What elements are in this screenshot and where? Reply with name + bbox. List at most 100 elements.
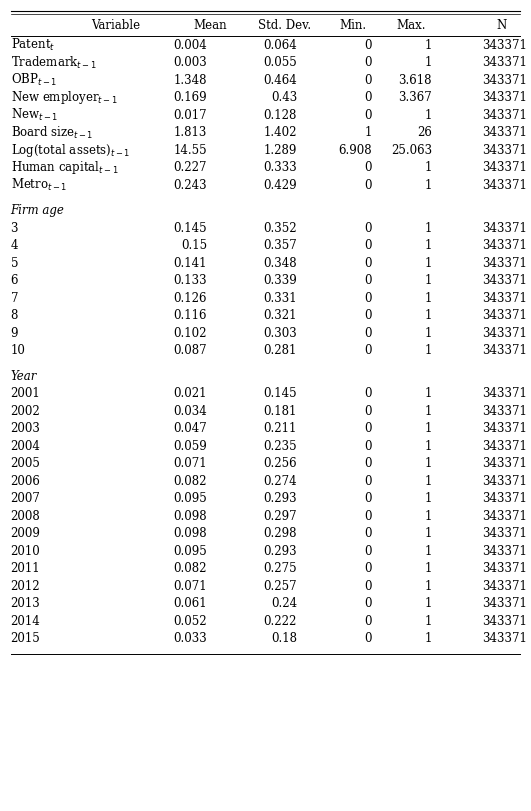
Text: 0.293: 0.293 xyxy=(263,544,297,557)
Text: 0.133: 0.133 xyxy=(174,274,207,287)
Text: 343371: 343371 xyxy=(482,422,527,435)
Text: 1: 1 xyxy=(425,474,432,487)
Text: 1: 1 xyxy=(425,109,432,122)
Text: 1: 1 xyxy=(425,344,432,357)
Text: 343371: 343371 xyxy=(482,387,527,400)
Text: 26: 26 xyxy=(417,126,432,139)
Text: 10: 10 xyxy=(11,344,25,357)
Text: 0.357: 0.357 xyxy=(263,239,297,252)
Text: 0: 0 xyxy=(364,440,372,453)
Text: 2014: 2014 xyxy=(11,614,40,627)
Text: 0: 0 xyxy=(364,309,372,322)
Text: 0.257: 0.257 xyxy=(263,579,297,592)
Text: 1: 1 xyxy=(425,309,432,322)
Text: 1: 1 xyxy=(425,632,432,645)
Text: 0.15: 0.15 xyxy=(181,239,207,252)
Text: 343371: 343371 xyxy=(482,561,527,574)
Text: 0.256: 0.256 xyxy=(263,457,297,470)
Text: 2009: 2009 xyxy=(11,526,40,539)
Text: 0.061: 0.061 xyxy=(174,597,207,610)
Text: 0: 0 xyxy=(364,291,372,304)
Text: 343371: 343371 xyxy=(482,404,527,417)
Text: 0.102: 0.102 xyxy=(174,326,207,339)
Text: 2011: 2011 xyxy=(11,561,40,574)
Text: 0: 0 xyxy=(364,422,372,435)
Text: 0: 0 xyxy=(364,474,372,487)
Text: 0.003: 0.003 xyxy=(173,56,207,69)
Text: 0.021: 0.021 xyxy=(174,387,207,400)
Text: 0.059: 0.059 xyxy=(173,440,207,453)
Text: 0: 0 xyxy=(364,274,372,287)
Text: 0.235: 0.235 xyxy=(263,440,297,453)
Text: Human capital$_{t-1}$: Human capital$_{t-1}$ xyxy=(11,159,118,176)
Text: 343371: 343371 xyxy=(482,91,527,104)
Text: 0.331: 0.331 xyxy=(263,291,297,304)
Text: 2012: 2012 xyxy=(11,579,40,592)
Text: 0.18: 0.18 xyxy=(271,632,297,645)
Text: 2001: 2001 xyxy=(11,387,40,400)
Text: 5: 5 xyxy=(11,256,18,269)
Text: 0.348: 0.348 xyxy=(263,256,297,269)
Text: 343371: 343371 xyxy=(482,544,527,557)
Text: 1: 1 xyxy=(425,579,432,592)
Text: 1: 1 xyxy=(425,39,432,52)
Text: 0: 0 xyxy=(364,56,372,69)
Text: Firm age: Firm age xyxy=(11,204,64,217)
Text: 1: 1 xyxy=(425,256,432,269)
Text: 3.367: 3.367 xyxy=(398,91,432,104)
Text: 2007: 2007 xyxy=(11,491,40,504)
Text: 0.352: 0.352 xyxy=(263,221,297,234)
Text: 0.047: 0.047 xyxy=(173,422,207,435)
Text: 1: 1 xyxy=(425,274,432,287)
Text: 1: 1 xyxy=(425,614,432,627)
Text: 0.429: 0.429 xyxy=(263,178,297,191)
Text: 0.052: 0.052 xyxy=(174,614,207,627)
Text: 7: 7 xyxy=(11,291,18,304)
Text: OBP$_{t-1}$: OBP$_{t-1}$ xyxy=(11,72,57,88)
Text: 343371: 343371 xyxy=(482,256,527,269)
Text: 0.071: 0.071 xyxy=(174,457,207,470)
Text: 1: 1 xyxy=(425,457,432,470)
Text: 4: 4 xyxy=(11,239,18,252)
Text: 1: 1 xyxy=(425,597,432,610)
Text: 1: 1 xyxy=(425,161,432,174)
Text: 0: 0 xyxy=(364,509,372,522)
Text: 0.303: 0.303 xyxy=(263,326,297,339)
Text: 0.034: 0.034 xyxy=(173,404,207,417)
Text: 0.333: 0.333 xyxy=(263,161,297,174)
Text: 0: 0 xyxy=(364,579,372,592)
Text: Patent$_t$: Patent$_t$ xyxy=(11,37,55,54)
Text: 0: 0 xyxy=(364,221,372,234)
Text: 0: 0 xyxy=(364,632,372,645)
Text: 1: 1 xyxy=(425,291,432,304)
Text: 0.281: 0.281 xyxy=(263,344,297,357)
Text: 1.402: 1.402 xyxy=(263,126,297,139)
Text: 0: 0 xyxy=(364,326,372,339)
Text: 1: 1 xyxy=(425,440,432,453)
Text: 343371: 343371 xyxy=(482,221,527,234)
Text: 343371: 343371 xyxy=(482,274,527,287)
Text: 1: 1 xyxy=(425,422,432,435)
Text: 0: 0 xyxy=(364,239,372,252)
Text: New$_{t-1}$: New$_{t-1}$ xyxy=(11,107,58,123)
Text: 0.211: 0.211 xyxy=(263,422,297,435)
Text: 0: 0 xyxy=(364,178,372,191)
Text: Log(total assets)$_{t-1}$: Log(total assets)$_{t-1}$ xyxy=(11,142,130,159)
Text: 343371: 343371 xyxy=(482,39,527,52)
Text: 3.618: 3.618 xyxy=(398,74,432,87)
Text: 343371: 343371 xyxy=(482,579,527,592)
Text: Trademark$_{t-1}$: Trademark$_{t-1}$ xyxy=(11,54,96,71)
Text: 1: 1 xyxy=(425,387,432,400)
Text: 0.243: 0.243 xyxy=(174,178,207,191)
Text: 0.017: 0.017 xyxy=(174,109,207,122)
Text: Board size$_{t-1}$: Board size$_{t-1}$ xyxy=(11,125,93,140)
Text: Min.: Min. xyxy=(339,19,367,32)
Text: 0: 0 xyxy=(364,256,372,269)
Text: 1: 1 xyxy=(365,126,372,139)
Text: 343371: 343371 xyxy=(482,126,527,139)
Text: 0.116: 0.116 xyxy=(174,309,207,322)
Text: 1: 1 xyxy=(425,491,432,504)
Text: New employer$_{t-1}$: New employer$_{t-1}$ xyxy=(11,89,117,106)
Text: 0.275: 0.275 xyxy=(263,561,297,574)
Text: 1.348: 1.348 xyxy=(174,74,207,87)
